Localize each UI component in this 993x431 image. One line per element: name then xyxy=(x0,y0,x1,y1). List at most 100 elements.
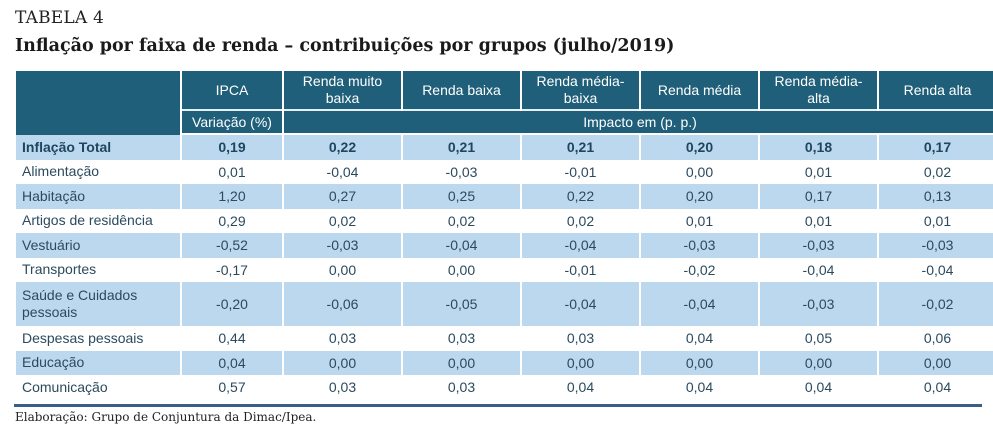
table-cell: -0,05 xyxy=(403,282,520,326)
source-note: Elaboração: Grupo de Conjuntura da Dimac… xyxy=(15,410,317,424)
row-label: Artigos de residência xyxy=(22,212,153,229)
table-cell: 0,00 xyxy=(447,261,476,278)
table-row: Educação 0,04 0,00 0,00 0,00 0,00 0,00 0,00 xyxy=(16,350,993,375)
table-cell: 0,02 xyxy=(566,212,595,229)
table-cell: 0,20 xyxy=(641,184,758,209)
table-title: Inflação por faixa de renda – contribuiç… xyxy=(15,36,675,56)
row-label: Comunicação xyxy=(22,378,108,395)
table-cell: 0,06 xyxy=(923,330,952,347)
column-header-renda-media-baixa: Renda média-baixa xyxy=(522,71,639,111)
column-header-renda-alta: Renda alta xyxy=(879,71,993,111)
table-cell: 0,29 xyxy=(218,212,246,229)
table-cell: -0,17 xyxy=(216,261,248,278)
table-cell: 0,21 xyxy=(522,135,639,160)
table-cell: 0,03 xyxy=(566,330,595,347)
table-cell: -0,03 xyxy=(284,233,401,258)
table-cell: 0,57 xyxy=(218,379,246,396)
table-cell: -0,03 xyxy=(760,233,877,258)
row-label: Educação xyxy=(16,350,180,375)
column-header-renda-media-alta: Renda média-alta xyxy=(760,71,877,111)
table-row: Vestuário -0,52 -0,03 -0,04 -0,04 -0,03 -0,03-… xyxy=(16,233,993,258)
table-cell: 0,03 xyxy=(328,330,357,347)
table-cell: 0,00 xyxy=(284,350,401,375)
table-row: Despesas pessoais 0,44 0,03 0,03 0,03 0,04 0,0… xyxy=(16,326,993,351)
table-cell: 0,04 xyxy=(923,379,952,396)
table-cell: -0,01 xyxy=(564,261,597,278)
column-header-renda-baixa: Renda baixa xyxy=(403,71,520,111)
table-cell: 0,20 xyxy=(641,135,758,160)
row-label: Habitação xyxy=(16,184,180,209)
subheader-impacto: Impacto em (p. p.) xyxy=(284,111,993,135)
table-cell: 0,13 xyxy=(879,184,993,209)
table-cell: 0,01 xyxy=(804,212,833,229)
table-cell: 0,03 xyxy=(447,330,476,347)
table-cell: 0,01 xyxy=(218,163,246,180)
table-cell: 0,00 xyxy=(760,350,877,375)
table-cell: 0,01 xyxy=(685,212,714,229)
table-body: Inflação Total 0,19 0,22 0,21 0,21 0,20 0,18 0,… xyxy=(16,135,993,400)
table-cell: 0,17 xyxy=(760,184,877,209)
table-cell: 0,00 xyxy=(641,350,758,375)
table-cell: -0,52 xyxy=(182,233,282,258)
table-row: Transportes -0,17 0,00 0,00 -0,01 -0,02 -0,04 -… xyxy=(16,258,993,283)
column-header-ipca: IPCA xyxy=(182,71,282,111)
subheader-variacao: Variação (%) xyxy=(182,111,282,135)
subheader-row: Variação (%) Impacto em (p. p.) xyxy=(16,111,993,135)
header-blank-cell xyxy=(16,71,180,135)
table-cell: 0,04 xyxy=(182,350,282,375)
table-cell: 0,01 xyxy=(923,212,952,229)
table-cell: 0,04 xyxy=(685,379,714,396)
table-row: Alimentação 0,01 -0,04 -0,03 -0,01 0,00 0,01 0,… xyxy=(16,160,993,185)
table-cell: -0,04 xyxy=(641,282,758,326)
table-cell: -0,20 xyxy=(182,282,282,326)
table-cell: 0,04 xyxy=(685,330,714,347)
table-cell: -0,03 xyxy=(760,282,877,326)
table-cell: 0,27 xyxy=(284,184,401,209)
table-cell: 0,04 xyxy=(566,379,595,396)
table-cell: -0,02 xyxy=(683,261,716,278)
table-row: Habitação 1,20 0,27 0,25 0,22 0,20 0,17 0,13 xyxy=(16,184,993,209)
table-cell: 1,20 xyxy=(182,184,282,209)
table-cell: 0,02 xyxy=(447,212,476,229)
table-cell: 0,00 xyxy=(403,350,520,375)
row-label: Transportes xyxy=(22,261,97,278)
table-cell: 0,25 xyxy=(403,184,520,209)
column-header-renda-muito-baixa: Renda muito baixa xyxy=(284,71,401,111)
table-cell: 0,03 xyxy=(447,379,476,396)
table-cell: 0,22 xyxy=(284,135,401,160)
table-cell: 0,02 xyxy=(328,212,357,229)
row-label: Despesas pessoais xyxy=(22,329,144,346)
table-cell: 0,01 xyxy=(804,163,833,180)
header-row: IPCA Renda muito baixa Renda baixa Renda… xyxy=(16,71,993,135)
table-cell: 0,22 xyxy=(522,184,639,209)
row-label: Saúde e Cuidados pessoais xyxy=(16,282,180,326)
table-cell: 0,21 xyxy=(403,135,520,160)
table-cell: 0,00 xyxy=(328,261,357,278)
table-row: Saúde e Cuidados pessoais -0,20 -0,06 -0,05… xyxy=(16,282,993,326)
row-label: Vestuário xyxy=(16,233,180,258)
column-header-renda-media: Renda média xyxy=(641,71,758,111)
table-cell: -0,04 xyxy=(326,163,359,180)
table-cell: -0,02 xyxy=(879,282,993,326)
table-cell: 0,44 xyxy=(218,330,246,347)
table-cell: -0,06 xyxy=(284,282,401,326)
table-row: Comunicação 0,57 0,03 0,03 0,04 0,04 0,04 0,04 xyxy=(16,375,993,400)
table-cell: -0,04 xyxy=(802,261,835,278)
inflation-table: IPCA Renda muito baixa Renda baixa Renda… xyxy=(14,71,993,400)
table-cell: 0,05 xyxy=(804,330,833,347)
table-cell: 0,00 xyxy=(522,350,639,375)
table-cell: 0,00 xyxy=(685,163,714,180)
table-cell: 0,03 xyxy=(328,379,357,396)
table-cell: 0,19 xyxy=(182,135,282,160)
row-label: Inflação Total xyxy=(16,135,180,160)
table-row: Inflação Total 0,19 0,22 0,21 0,21 0,20 0,18 0,… xyxy=(16,135,993,160)
table-cell: -0,04 xyxy=(522,282,639,326)
table-cell: -0,03 xyxy=(641,233,758,258)
table-cell: 0,04 xyxy=(804,379,833,396)
table-cell: 0,18 xyxy=(760,135,877,160)
table-cell: -0,04 xyxy=(921,261,954,278)
bottom-rule xyxy=(14,404,982,407)
table-row: Artigos de residência 0,29 0,02 0,02 0,02 0,0… xyxy=(16,209,993,234)
table-cell: 0,17 xyxy=(879,135,993,160)
table-cell: -0,03 xyxy=(879,233,993,258)
